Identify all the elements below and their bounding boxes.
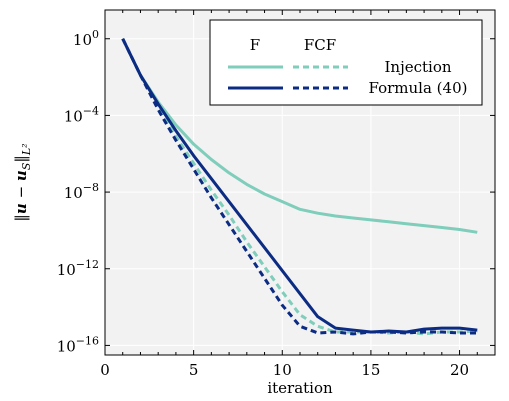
y-tick-label: 10−16 <box>57 334 99 355</box>
x-tick-label: 15 <box>361 361 380 379</box>
legend: F FCF Injection Formula (40) <box>209 19 483 106</box>
series-line-injection-F <box>121 38 478 234</box>
series-line-formula-FCF <box>121 38 478 336</box>
x-tick-labels: 0 5 10 15 20 <box>100 361 469 379</box>
y-tick-label: 10−8 <box>64 181 99 202</box>
series-layer <box>121 38 478 336</box>
y-axis-label: ‖u − uS‖L² <box>12 143 33 221</box>
y-tick-label: 10−4 <box>64 104 99 125</box>
y-tick-labels: 100 10−4 10−8 10−12 10−16 <box>57 28 99 356</box>
legend-row-label: Injection <box>384 58 451 76</box>
x-tick-label: 20 <box>450 361 469 379</box>
series-line-injection-FCF <box>121 38 478 336</box>
y-tick-label: 10−12 <box>57 258 99 279</box>
x-axis-label: iteration <box>267 379 333 397</box>
legend-col-header: F <box>250 36 260 54</box>
axis-ticks <box>104 10 496 355</box>
y-tick-label: 100 <box>73 28 99 49</box>
legend-row-label: Formula (40) <box>369 79 468 97</box>
x-tick-label: 0 <box>100 361 110 379</box>
legend-box <box>209 19 483 106</box>
series-line-formula-F <box>121 38 478 334</box>
x-tick-label: 5 <box>189 361 199 379</box>
legend-col-header: FCF <box>304 36 336 54</box>
x-tick-label: 10 <box>273 361 292 379</box>
